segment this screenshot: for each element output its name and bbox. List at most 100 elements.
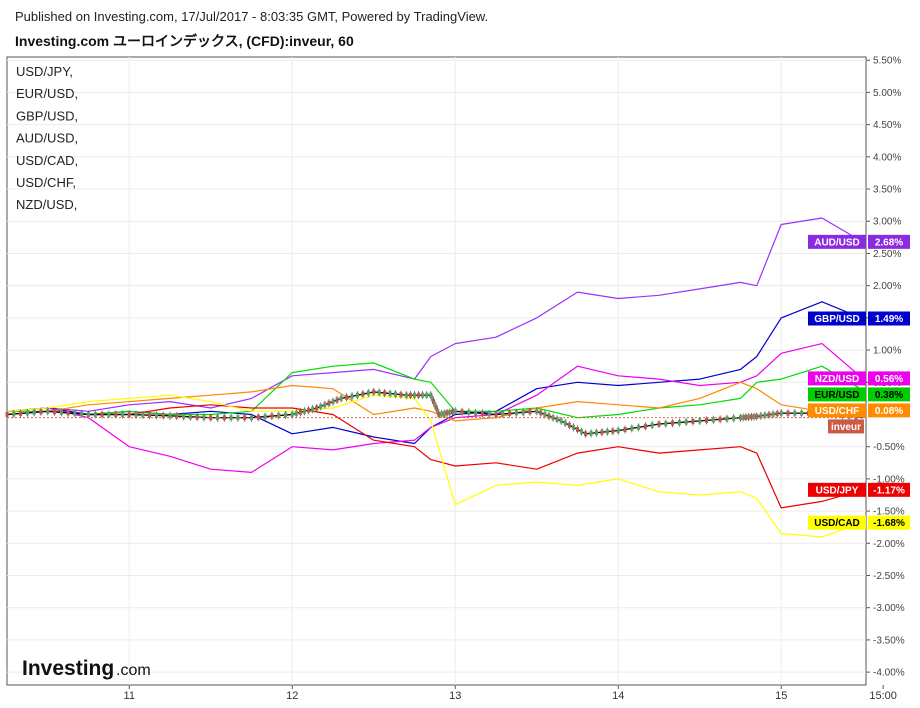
candle-body [605, 429, 609, 435]
price-tag-value: -1.68% [873, 518, 905, 529]
candle-body [404, 392, 408, 398]
candle-body [372, 389, 376, 395]
chart-title: Investing.com ユーロインデックス, (CFD):inveur, 6… [15, 33, 354, 49]
published-caption: Published on Investing.com, 17/Jul/2017 … [15, 9, 489, 24]
price-tick-label: -1.50% [873, 507, 905, 518]
candle-body [508, 410, 512, 416]
price-tag-usdjpy: USD/JPY -1.17% [808, 482, 910, 497]
candle-body [664, 421, 668, 427]
candle-body [434, 405, 438, 411]
candle-body [474, 410, 478, 416]
candle-body [430, 395, 434, 401]
candle-body [453, 408, 457, 414]
candle-body [657, 421, 661, 427]
candle-body [25, 410, 29, 416]
price-tag-value: -1.17% [873, 485, 905, 496]
candle-body [763, 412, 767, 418]
candle-body [437, 411, 441, 417]
price-tick-label: 3.00% [873, 217, 901, 228]
plot-frame [6, 56, 867, 686]
candle-body [451, 409, 455, 415]
candle-body [350, 393, 354, 399]
price-tag-symbol: GBP/USD [814, 314, 860, 325]
candle-body [698, 418, 702, 424]
price-tick-label: 5.00% [873, 88, 901, 99]
price-tick-label: -2.00% [873, 539, 905, 550]
candle-body [209, 415, 213, 421]
price-tag-symbol: USD/JPY [816, 485, 859, 496]
candle-body [294, 410, 298, 416]
time-tick-label: 14 [612, 690, 624, 702]
candle-body [59, 409, 63, 415]
price-tick-label: -3.00% [873, 603, 905, 614]
candle-body [73, 410, 77, 416]
price-tag-symbol-bg [808, 403, 866, 418]
candle-body [501, 411, 505, 417]
legend-item: EUR/USD, [16, 86, 78, 101]
price-tick-label: 5.50% [873, 56, 901, 67]
time-tick-label: 15 [775, 690, 787, 702]
candle-body [12, 411, 16, 417]
price-tick-label: 4.50% [873, 120, 901, 131]
price-tag-symbol: AUD/USD [814, 237, 860, 248]
candle-body [388, 391, 392, 397]
candle-body [263, 414, 267, 420]
candle-body [528, 409, 532, 415]
price-axis[interactable]: 5.50% 5.00% 4.50% 4.00% 3.50% 3.00% 2.50% 2.00%… [866, 56, 905, 679]
candle-body [377, 389, 381, 395]
price-tag-value-bg [868, 311, 910, 326]
time-axis[interactable]: 11 12 13 14 15 15:00 [124, 685, 897, 702]
candle-body [134, 412, 138, 418]
price-tag-value-bg [868, 387, 910, 402]
legend-item: AUD/USD, [16, 131, 78, 146]
candle-body [551, 415, 555, 421]
series-layer [5, 217, 866, 538]
candle-body [80, 411, 84, 417]
price-tag-value: 2.68% [875, 237, 903, 248]
candle-body [559, 418, 563, 424]
candle-body [298, 409, 302, 415]
price-tag-symbol: USD/CHF [815, 406, 859, 417]
investing-logo: Investing .com [22, 657, 151, 680]
candle-body [339, 395, 343, 401]
price-tag-audusd: AUD/USD 2.68% [808, 234, 910, 249]
candle-body [600, 429, 604, 435]
candle-body [433, 402, 437, 408]
candle-body [307, 407, 311, 413]
candle-body [32, 409, 36, 415]
candle-body [154, 412, 158, 418]
candle-body [547, 413, 551, 419]
candle-body [595, 430, 599, 436]
candle-body [747, 414, 751, 420]
candle-body [270, 413, 274, 419]
candle-body [580, 429, 584, 435]
candle-body [671, 420, 675, 426]
candle-body [100, 411, 104, 417]
candle-body [616, 428, 620, 434]
candle-body [744, 414, 748, 420]
grid [7, 57, 866, 685]
candle-body [182, 413, 186, 419]
candle-body [563, 420, 567, 426]
price-tag-eurusd: EUR/USD 0.38% [808, 387, 910, 402]
candle-body [331, 399, 335, 405]
candle-body [442, 410, 446, 416]
candle-body [93, 411, 97, 417]
candle-body [408, 392, 412, 398]
candle-body [539, 410, 543, 416]
candle-body [114, 411, 118, 417]
candle-body [440, 411, 444, 417]
series-line-usdcad [6, 394, 863, 538]
candle-body [107, 411, 111, 417]
time-tick-label: 13 [449, 690, 461, 702]
candle-body [161, 413, 165, 419]
price-tag-gbpusd: GBP/USD 1.49% [808, 311, 910, 326]
candle-body [623, 427, 627, 433]
legend-item: GBP/USD, [16, 108, 78, 123]
candle-body [195, 414, 199, 420]
candle-body [256, 414, 260, 420]
candle-body [429, 392, 433, 398]
price-tick-label: -4.00% [873, 668, 905, 679]
candle-body [637, 424, 641, 430]
